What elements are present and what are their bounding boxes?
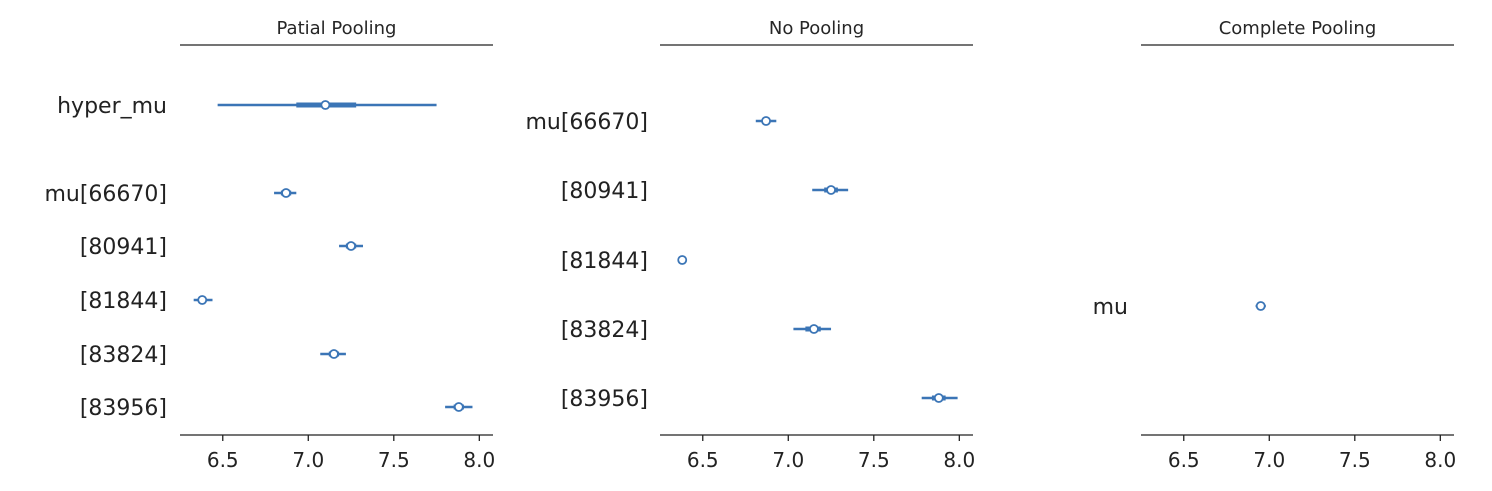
x-tick-label: 6.5 <box>1168 448 1200 472</box>
x-tick-label: 7.5 <box>858 448 890 472</box>
point-estimate-83956 <box>453 402 464 412</box>
x-tick-label: 6.5 <box>687 448 719 472</box>
point-estimate-80941 <box>826 185 836 195</box>
point-estimate-mu <box>1255 301 1266 311</box>
row-label-mu-66670: mu[66670] <box>44 182 167 207</box>
point-estimate-mu-66670 <box>761 116 771 126</box>
x-tick-label: 8.0 <box>463 448 495 472</box>
row-label-mu-66670: mu[66670] <box>525 110 648 135</box>
panel-title: No Pooling <box>769 18 864 39</box>
point-estimate-81844 <box>677 255 688 265</box>
row-label-83956: [83956] <box>80 396 167 421</box>
row-label-mu: mu <box>1093 295 1128 320</box>
point-estimate-83824 <box>809 324 819 334</box>
x-tick-label: 6.5 <box>207 448 239 472</box>
x-tick-label: 8.0 <box>1424 448 1456 472</box>
panel-title: Patial Pooling <box>277 18 397 39</box>
point-estimate-81844 <box>197 295 208 305</box>
row-label-83824: [83824] <box>80 343 167 368</box>
row-label-hyper-mu: hyper_mu <box>57 94 167 119</box>
point-estimate-83956 <box>933 393 944 403</box>
row-label-81844: [81844] <box>80 289 167 314</box>
x-tick-label: 7.0 <box>772 448 804 472</box>
x-tick-label: 7.5 <box>1339 448 1371 472</box>
x-tick-label: 8.0 <box>943 448 975 472</box>
point-estimate-80941 <box>346 241 356 251</box>
point-estimate-83824 <box>329 349 339 359</box>
row-label-83824: [83824] <box>561 318 648 343</box>
x-tick-label: 7.5 <box>378 448 410 472</box>
point-estimate-hyper-mu <box>320 100 331 110</box>
row-label-81844: [81844] <box>561 249 648 274</box>
row-label-80941: [80941] <box>80 235 167 260</box>
row-label-80941: [80941] <box>561 179 648 204</box>
panel-title: Complete Pooling <box>1219 18 1377 39</box>
row-label-83956: [83956] <box>561 387 648 412</box>
x-tick-label: 7.0 <box>1253 448 1285 472</box>
x-tick-label: 7.0 <box>292 448 324 472</box>
point-estimate-mu-66670 <box>281 188 291 198</box>
